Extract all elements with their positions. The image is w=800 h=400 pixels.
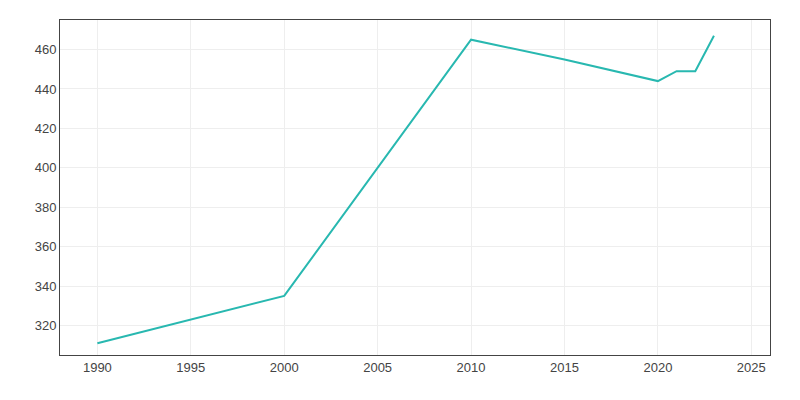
svg-text:2025: 2025 bbox=[737, 360, 766, 375]
svg-text:2010: 2010 bbox=[457, 360, 486, 375]
svg-text:460: 460 bbox=[35, 42, 57, 57]
svg-text:400: 400 bbox=[35, 160, 57, 175]
svg-text:440: 440 bbox=[35, 82, 57, 97]
svg-text:340: 340 bbox=[35, 279, 57, 294]
svg-text:360: 360 bbox=[35, 239, 57, 254]
svg-text:420: 420 bbox=[35, 121, 57, 136]
svg-text:1990: 1990 bbox=[83, 360, 112, 375]
svg-text:2005: 2005 bbox=[363, 360, 392, 375]
svg-text:2015: 2015 bbox=[550, 360, 579, 375]
svg-text:2000: 2000 bbox=[270, 360, 299, 375]
svg-text:380: 380 bbox=[35, 200, 57, 215]
svg-text:320: 320 bbox=[35, 318, 57, 333]
svg-text:1995: 1995 bbox=[176, 360, 205, 375]
svg-text:2020: 2020 bbox=[643, 360, 672, 375]
